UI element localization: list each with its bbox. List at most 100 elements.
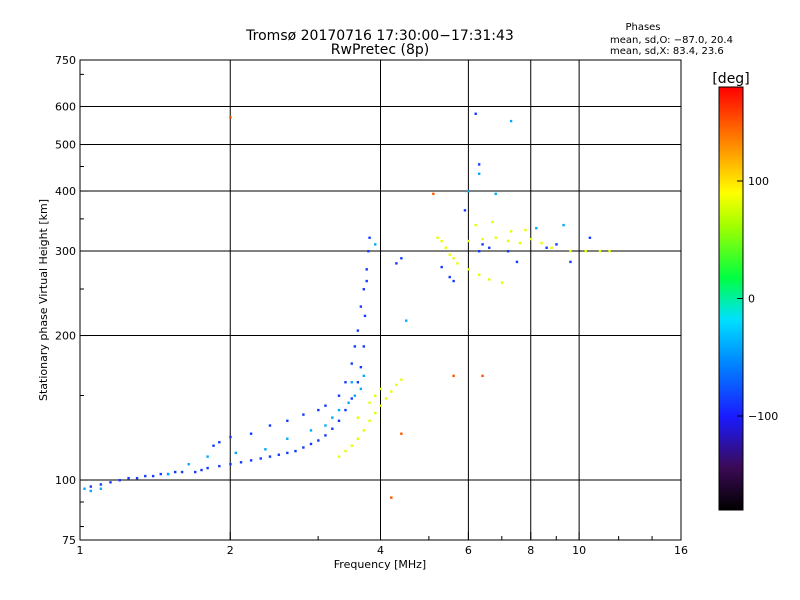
data-point: [474, 112, 477, 115]
data-point: [194, 470, 197, 474]
data-point: [200, 468, 203, 472]
data-point: [444, 246, 447, 249]
data-point: [494, 192, 497, 196]
data-point: [89, 489, 92, 493]
data-point: [359, 365, 363, 369]
data-point: [440, 265, 443, 269]
y-tick-label: 400: [55, 185, 76, 198]
y-tick-label: 75: [62, 534, 76, 547]
data-point: [518, 241, 522, 245]
data-point: [515, 260, 519, 264]
data-point: [350, 381, 353, 384]
y-axis-ticks: 75 100 200 300 400 500 600 750: [55, 54, 88, 547]
data-point: [337, 419, 341, 422]
data-point: [395, 262, 398, 265]
data-point: [452, 279, 455, 283]
data-point: [302, 446, 305, 449]
colorbar: [deg] 100 0 −100: [712, 71, 778, 511]
data-point: [374, 243, 377, 246]
data-point: [337, 408, 341, 412]
colorbar-label: [deg]: [712, 71, 749, 87]
phases-x-line: mean, sd,X: 83.4, 23.6: [610, 46, 724, 57]
data-point: [229, 435, 232, 439]
data-point: [374, 411, 377, 415]
y-tick-label: 500: [55, 139, 76, 152]
data-point: [151, 474, 155, 478]
x-tick-label: 1: [77, 544, 84, 557]
data-point: [249, 459, 253, 462]
data-point: [324, 434, 327, 437]
data-point: [477, 163, 481, 166]
phases-o-line: mean, sd,O: −87.0, 20.4: [610, 35, 733, 46]
data-point: [286, 451, 289, 455]
data-point: [452, 257, 455, 260]
data-point: [356, 381, 360, 384]
data-point: [286, 437, 289, 440]
data-point: [535, 227, 538, 230]
data-point: [89, 485, 92, 488]
data-point: [234, 451, 238, 455]
data-point: [400, 257, 403, 260]
data-point: [400, 432, 403, 435]
data-point: [99, 483, 103, 486]
data-point: [166, 472, 170, 476]
colorbar-tick-label: 100: [748, 175, 769, 188]
data-point: [440, 239, 443, 243]
data-point: [268, 455, 272, 458]
data-point: [524, 228, 527, 232]
chart-title: Tromsø 20170716 17:30:00−17:31:43: [245, 28, 514, 44]
y-tick-label: 300: [55, 245, 76, 258]
data-point: [356, 437, 360, 440]
data-point: [488, 246, 491, 249]
data-point: [127, 476, 130, 480]
data-point: [331, 427, 334, 430]
data-point: [494, 236, 497, 239]
data-point: [598, 250, 602, 253]
data-point: [555, 243, 558, 246]
data-point: [344, 408, 347, 412]
data-point: [337, 455, 341, 458]
data-point: [395, 383, 398, 387]
data-point: [180, 470, 184, 474]
data-point: [584, 250, 587, 253]
data-point: [569, 260, 572, 264]
data-point: [344, 381, 347, 384]
data-point: [337, 394, 341, 397]
data-point: [309, 429, 313, 432]
data-point: [353, 394, 357, 397]
data-point: [264, 448, 267, 451]
data-point: [509, 230, 513, 233]
data-point: [259, 457, 262, 460]
data-point: [368, 419, 371, 422]
data-point: [390, 390, 393, 393]
data-point: [359, 387, 363, 391]
data-point: [448, 253, 451, 256]
data-point: [448, 275, 451, 279]
data-point: [363, 314, 367, 318]
x-axis-ticks: 1 2 4 6 8 10 16: [77, 532, 688, 557]
data-point: [362, 288, 366, 291]
data-point: [109, 481, 112, 484]
y-axis-label: Stationary phase Virtual Height [km]: [37, 199, 50, 401]
data-point: [474, 223, 477, 227]
data-point: [229, 462, 232, 466]
data-point: [463, 209, 467, 212]
data-point: [467, 190, 470, 193]
data-point: [467, 268, 470, 271]
data-point: [588, 236, 592, 239]
x-tick-label: 16: [674, 544, 688, 557]
data-point: [481, 237, 484, 241]
data-point: [356, 329, 360, 332]
data-point: [367, 250, 370, 253]
data-point: [506, 250, 510, 253]
data-point: [277, 453, 281, 456]
plot-area: 1 2 4 6 8 10 16 75 100 200 300 400 500 600 750: [55, 54, 688, 557]
colorbar-ticks: 100 0 −100: [737, 175, 778, 423]
data-point: [206, 455, 209, 458]
data-point: [467, 239, 470, 243]
data-point: [356, 416, 360, 419]
data-point: [477, 273, 481, 276]
data-point: [506, 239, 510, 243]
data-point: [368, 401, 371, 404]
